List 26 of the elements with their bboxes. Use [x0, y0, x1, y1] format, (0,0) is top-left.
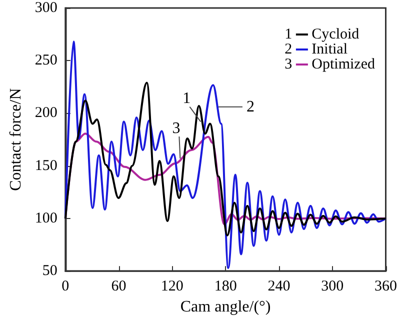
y-tick-label: 50	[42, 263, 58, 280]
x-tick-label: 120	[160, 278, 184, 295]
annotation: 1	[182, 90, 191, 108]
legend-label: Initial	[312, 42, 348, 58]
x-tick-label: 300	[321, 278, 344, 295]
x-axis-title: Cam angle/(°)	[180, 298, 271, 316]
line-series	[64, 82, 387, 236]
legend-label: Optimized	[312, 56, 376, 72]
y-tick-label: 200	[34, 105, 58, 122]
x-tick-label: 180	[214, 278, 237, 295]
line-series	[64, 40, 387, 269]
text: 2	[284, 42, 292, 58]
y-axis-title: Contact force/N	[8, 88, 24, 191]
annotation: 2	[246, 98, 254, 116]
y-tick-label: 300	[34, 0, 58, 16]
x-tick-label: 240	[268, 278, 290, 295]
legend-label: Cycloid	[312, 26, 360, 42]
x-tick-label: 0	[62, 278, 70, 295]
x-tick-label: 60	[111, 278, 126, 295]
annotation: 3	[172, 120, 180, 137]
y-tick-label: 150	[34, 158, 58, 174]
x-tick-label: 360	[374, 278, 397, 295]
text: 3	[284, 56, 292, 72]
y-tick-label: 100	[34, 210, 58, 226]
y-tick-label: 250	[34, 52, 58, 69]
text: 1	[284, 26, 292, 42]
